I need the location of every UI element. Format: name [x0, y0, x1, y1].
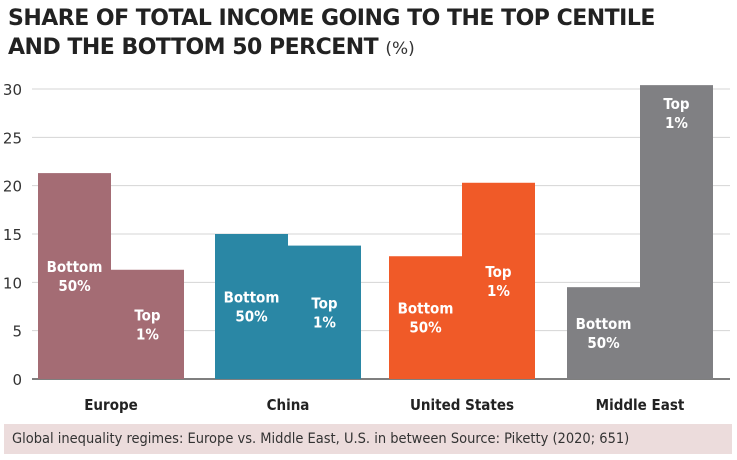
bar-united-states-top1 — [462, 182, 535, 379]
bar-china-bottom50 — [215, 234, 288, 379]
y-tick-label: 5 — [12, 323, 22, 341]
bar-middle-east-top1 — [640, 85, 713, 379]
bar-label: Bottom 50% — [47, 258, 103, 295]
bar-label: Bottom 50% — [224, 289, 280, 326]
title-line-1: SHARE OF TOTAL INCOME GOING TO THE TOP C… — [8, 6, 655, 31]
y-tick-label: 0 — [12, 371, 22, 389]
y-tick-label: 30 — [3, 81, 22, 99]
y-tick-label: 20 — [3, 178, 22, 196]
x-category-label: Europe — [84, 396, 138, 414]
chart-title: SHARE OF TOTAL INCOME GOING TO THE TOP C… — [8, 4, 655, 64]
bar-europe-bottom50 — [38, 173, 111, 379]
bar-label: Top 1% — [663, 95, 689, 132]
bar-label: Bottom 50% — [576, 315, 632, 352]
title-unit: (%) — [385, 39, 415, 59]
y-tick-label: 10 — [3, 274, 22, 292]
bar-middle-east-bottom50 — [567, 287, 640, 379]
x-category-label: China — [267, 396, 310, 414]
bar-label: Top 1% — [134, 306, 160, 343]
x-category-label: United States — [410, 396, 514, 414]
y-tick-label: 25 — [3, 129, 22, 147]
bar-chart: 0 5 10 15 20 25 30 Bottom 50% Top 1% Europe Bottom 50… — [3, 81, 730, 414]
title-line-2: AND THE BOTTOM 50 PERCENT — [8, 35, 379, 60]
bar-europe-top1 — [111, 269, 184, 379]
y-tick-label: 15 — [3, 226, 22, 244]
caption: Global inequality regimes: Europe vs. Mi… — [4, 424, 732, 454]
bar-china-top1 — [288, 245, 361, 379]
bar-united-states-bottom50 — [389, 256, 462, 379]
bar-label: Top 1% — [311, 294, 337, 331]
x-category-label: Middle East — [596, 396, 685, 414]
bar-label: Top 1% — [485, 263, 511, 300]
bar-label: Bottom 50% — [398, 300, 454, 337]
